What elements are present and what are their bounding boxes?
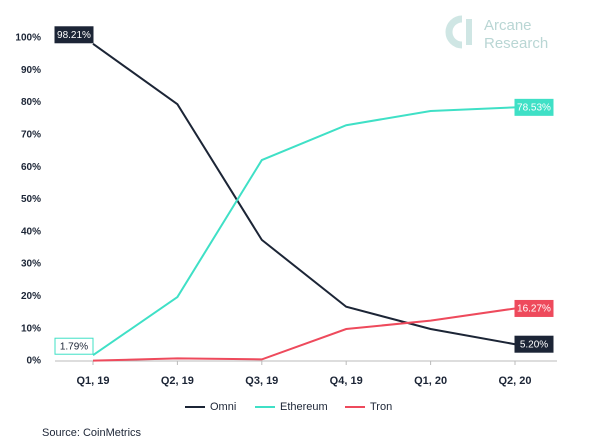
y-tick-label: 50% bbox=[21, 194, 41, 205]
y-tick-label: 90% bbox=[21, 65, 41, 76]
legend-label: Omni bbox=[210, 401, 236, 413]
value-label-box bbox=[514, 98, 554, 116]
x-tick-label: Q2, 20 bbox=[498, 375, 531, 387]
x-tick-label: Q3, 19 bbox=[245, 375, 278, 387]
logo: Arcane Research bbox=[445, 15, 548, 52]
value-label-text: 16.27% bbox=[517, 304, 551, 315]
value-label: 78.53% bbox=[514, 98, 554, 116]
value-label-box bbox=[54, 26, 94, 44]
value-label-box bbox=[514, 335, 554, 353]
value-label-text: 1.79% bbox=[60, 341, 88, 352]
logo-icon bbox=[466, 19, 472, 45]
x-tick-label: Q4, 19 bbox=[330, 375, 363, 387]
value-label-text: 5.20% bbox=[520, 339, 548, 350]
legend-label: Tron bbox=[370, 401, 392, 413]
line bbox=[92, 106, 516, 357]
logo-icon bbox=[445, 15, 463, 49]
value-label-text: 98.21% bbox=[57, 30, 91, 41]
y-tick-label: 70% bbox=[21, 130, 41, 141]
y-tick-label: 20% bbox=[21, 291, 41, 302]
y-tick-label: 60% bbox=[21, 162, 41, 173]
y-tick-label: 40% bbox=[21, 226, 41, 237]
line bbox=[92, 42, 516, 346]
x-tick-label: Q1, 20 bbox=[414, 375, 447, 387]
value-label-box bbox=[54, 337, 94, 355]
value-label-box bbox=[514, 299, 554, 317]
line bbox=[92, 307, 516, 362]
y-tick-label: 100% bbox=[15, 33, 41, 44]
y-tick-label: 0% bbox=[27, 356, 42, 367]
value-label: 16.27% bbox=[514, 299, 554, 317]
x-tick-label: Q1, 19 bbox=[76, 375, 109, 387]
value-label: 98.21% bbox=[54, 26, 94, 44]
source: Source: CoinMetrics bbox=[42, 427, 142, 439]
x-tick-label: Q2, 19 bbox=[161, 375, 194, 387]
logo-text: Arcane bbox=[484, 17, 532, 34]
value-label-text: 78.53% bbox=[517, 102, 551, 113]
value-label: 5.20% bbox=[514, 335, 554, 353]
value-label: 1.79% bbox=[54, 337, 94, 355]
y-tick-label: 30% bbox=[21, 259, 41, 270]
legend-label: Ethereum bbox=[280, 401, 328, 413]
y-tick-label: 10% bbox=[21, 323, 41, 334]
logo-text: Research bbox=[484, 35, 548, 52]
y-tick-label: 80% bbox=[21, 97, 41, 108]
